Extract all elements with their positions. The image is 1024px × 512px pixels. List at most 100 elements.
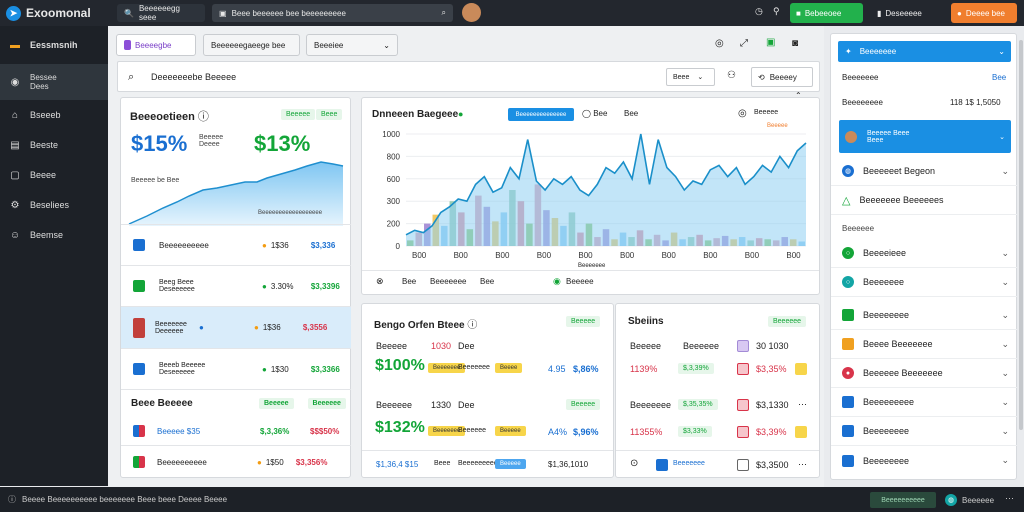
orange-action-button[interactable]: ● Deeee bee (951, 3, 1017, 23)
panel-item[interactable]: ○ Beeeeieee ⌄ (831, 239, 1017, 268)
record-icon: ● (842, 367, 854, 379)
chevron-down-icon: ⌄ (383, 40, 390, 50)
x-tick-label: B00 (703, 251, 718, 260)
record-icon[interactable]: ◎ (715, 38, 724, 49)
top-bar: ➤ Exoomonal 🔍 Beeeeeegg seee ▣ Beee beee… (0, 0, 1024, 26)
grid-icon (842, 309, 854, 321)
record-icon[interactable]: ⊙ (630, 458, 639, 469)
panel-item[interactable]: ● Beeeeee Beeeeeee ⌄ (831, 359, 1017, 388)
sidebar-item-profile[interactable]: ☺ Beemse (9, 229, 64, 241)
list-item[interactable]: Beeg Beee Deseeeeee ● 3.30% $3,3396 (121, 265, 351, 306)
kpi-value-2: $13% (254, 131, 311, 156)
filter-select[interactable]: Beee ⌄ (666, 68, 715, 86)
list-item[interactable]: Beeeee $35 $,3,36% $$$50% (121, 417, 351, 445)
panel-active-item[interactable]: Beeeee Beee Beee ⌄ (839, 120, 1011, 153)
white-action-button[interactable]: ▮ Deseeeee (877, 8, 922, 18)
panel-item[interactable]: ◍ Beeeeeet Begeon ⌄ (831, 157, 1017, 186)
lock-icon[interactable]: ◙ (792, 38, 799, 49)
list-item[interactable]: Beeeeeeeeee ● 1$50 $3,356% (121, 445, 351, 478)
sidebar-item-dashboard[interactable]: ⌂ Bseeeb (0, 100, 108, 130)
grid-icon[interactable]: ⊗ (376, 276, 384, 286)
search-icon: ⌕ (441, 8, 446, 17)
panel-item[interactable]: Beeee Beeeeeee ⌄ (831, 330, 1017, 359)
info-icon: ● (199, 323, 204, 332)
panel-item[interactable]: △ Beeeeeee Beeeeees (831, 186, 1017, 215)
checkbox-icon[interactable] (737, 363, 749, 375)
sidebar-item-docs[interactable]: ▢ Beeee (10, 169, 57, 181)
stats-card: Sbeiins Beeeeee Beeeee Beeeeee 30 1030 1… (615, 303, 820, 478)
main-search-input[interactable]: ▣ Beee beeeeee bee beeeeeeeee ⌕ (212, 4, 453, 22)
x-tick-label: B00 (412, 251, 427, 260)
settings-icon[interactable]: ◎ (738, 108, 747, 119)
panel-item[interactable]: Beeeeeeee ⌄ (831, 301, 1017, 330)
filter-title: Deeeeeeebe Beeeee (151, 72, 237, 82)
flag-icon (133, 425, 145, 437)
more-icon[interactable]: ⋯ (1005, 493, 1014, 503)
tab-active[interactable]: Beeeegbe (116, 34, 196, 56)
panel-item[interactable]: Beeeeeeeee ⌄ (831, 388, 1017, 417)
status-badge: Beeeeee (768, 316, 807, 327)
sidebar-item-settings[interactable]: ⚙ Beseliees (10, 199, 70, 211)
chart-ctrl-1[interactable]: ◯ Bee (582, 109, 608, 118)
chart-sublabel: Beeeee (767, 123, 788, 129)
app-logo[interactable]: ➤ Exoomonal (0, 5, 110, 21)
sidebar-item-assets[interactable]: ▤ Beeste (10, 139, 59, 151)
caret-up-icon: ⌃ (795, 91, 802, 100)
circle-icon: ○ (842, 247, 854, 259)
sidebar-item-discover[interactable]: ◉ Bessee Dees (0, 64, 108, 100)
more-icon[interactable]: ⋯ (798, 459, 807, 469)
chevron-down-icon: ⌄ (1001, 455, 1009, 465)
home-icon: ⌂ (11, 109, 19, 121)
coin-icon: ● (257, 457, 262, 467)
list-item-selected[interactable]: Beeeeeee Deeeeee ● ● 1$36 $,3556 (121, 306, 351, 348)
footer-button-2[interactable]: ◍ Beeeeee (945, 492, 994, 508)
checkbox-icon[interactable] (737, 459, 749, 471)
search-icon[interactable]: ⌕ (128, 71, 135, 83)
checkbox-icon[interactable] (737, 399, 749, 411)
summary-area (129, 162, 343, 226)
circle-icon: ◯ (582, 109, 591, 118)
link-icon[interactable]: ⚲ (773, 6, 780, 16)
chart-ctrl-3[interactable]: Beeeee (754, 109, 779, 116)
footer-button-1[interactable]: Beeeeeeeeee (870, 492, 936, 508)
checkbox-icon[interactable] (737, 340, 749, 352)
chart-range-button[interactable]: Beeeeeeeeeeeeee (508, 108, 574, 121)
panel-item[interactable]: ○ Beeeeeee ⌄ (831, 268, 1017, 297)
order-card-title: Bengo Orfen Bteee ⓘ (374, 320, 478, 331)
green-action-button[interactable]: ■ Bebeeoee (790, 3, 863, 23)
x-axis-title: Beeeeeee (578, 263, 606, 269)
chart-title: Dnneeen Baegeee (372, 109, 459, 120)
download-icon[interactable]: ▣ (766, 37, 776, 48)
sidebar-item-home[interactable]: ▬ Eessmsnih (10, 39, 78, 51)
info-icon: ⓘ (197, 111, 209, 123)
summary-trend-chart (128, 161, 344, 226)
panel-top-button[interactable]: ✦ Beeeeeee ⌄ (838, 41, 1011, 62)
scrollbar[interactable] (1019, 40, 1023, 430)
checkbox-icon[interactable] (737, 426, 749, 438)
filter-button[interactable]: ⟲ Beeeey (751, 67, 813, 87)
item-icon (133, 363, 145, 375)
triangle-icon: △ (842, 194, 851, 207)
list-item[interactable]: Beeeb Beeeee Deseeeeee ● 1$30 $3,3366 (121, 348, 351, 389)
tab-second[interactable]: Beeeeeegaeege bee (203, 34, 300, 56)
more-icon[interactable]: ⋯ (798, 399, 807, 409)
chart-ctrl-2[interactable]: Bee (624, 109, 639, 118)
kpi-value-1: $15% (131, 131, 188, 156)
checkbox-checked-icon[interactable] (656, 459, 668, 471)
chevron-down-icon: ⌄ (1001, 338, 1009, 349)
chart-line (405, 133, 807, 236)
chevron-down-icon: ⌄ (1001, 309, 1009, 320)
panel-item[interactable]: Beeeeeeee ⌄ (831, 446, 1017, 475)
tab-third[interactable]: Beeeiee ⌄ (306, 34, 398, 56)
briefcase-icon: ▤ (10, 139, 20, 151)
x-tick-label: B00 (745, 251, 760, 260)
panel-item[interactable]: Beeeeeeee ⌄ (831, 417, 1017, 446)
list-item[interactable]: Beeeeeeeeee ● 1$36 $3,336 (121, 224, 351, 265)
avatar[interactable] (462, 3, 481, 22)
global-search[interactable]: 🔍 Beeeeeegg seee (117, 4, 205, 22)
order-kpi: $100% (375, 357, 425, 374)
expand-icon[interactable]: ⤢ (740, 38, 748, 49)
flag-icon (133, 456, 145, 468)
clock-icon[interactable]: ◷ (755, 6, 763, 16)
user-icon[interactable]: ⚇ (727, 70, 736, 81)
